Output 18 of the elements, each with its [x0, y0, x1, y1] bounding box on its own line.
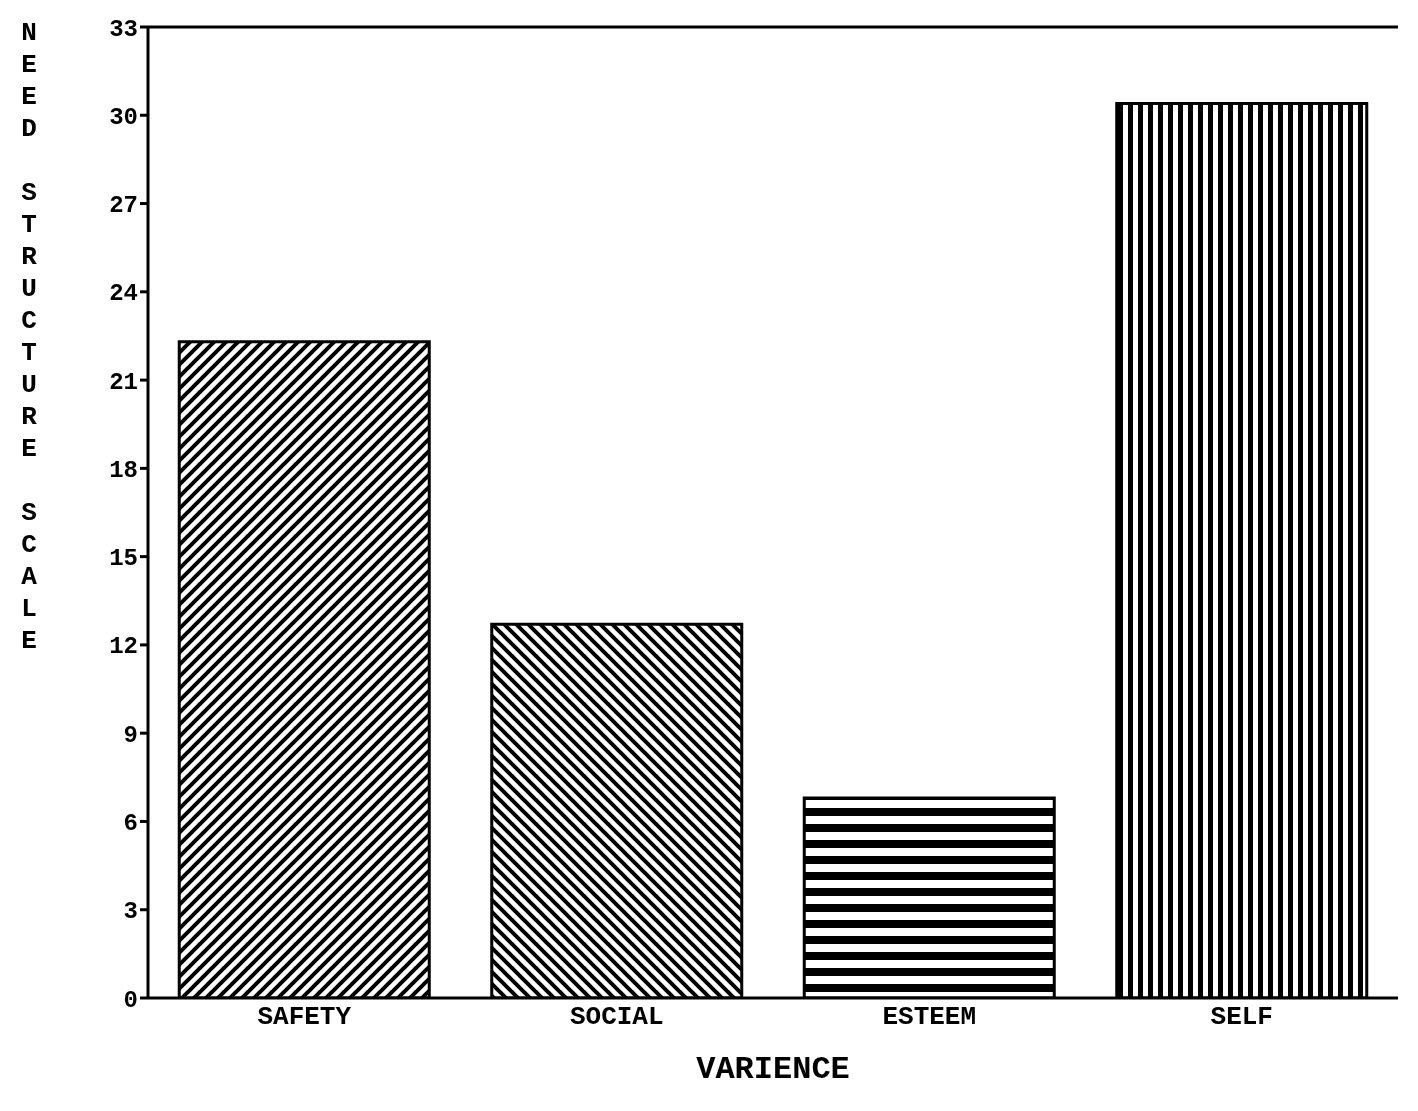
y-tick-label: 15 — [109, 545, 138, 573]
y-tick-label: 30 — [109, 103, 138, 131]
x-axis-title: VARIENCE — [696, 1051, 850, 1088]
y-tick-label: 21 — [109, 368, 138, 396]
y-tick-label: 3 — [123, 898, 138, 926]
x-tick-label: SELF — [1210, 1002, 1273, 1033]
y-tick-label: 18 — [109, 456, 138, 484]
y-tick-label: 27 — [109, 192, 138, 220]
y-tick-label: 6 — [123, 809, 138, 837]
y-tick-label: 24 — [109, 280, 138, 308]
x-tick-label: SOCIAL — [569, 1002, 664, 1033]
y-tick-label: 33 — [109, 15, 138, 43]
y-tick-label: 9 — [123, 721, 138, 749]
y-tick-label: 12 — [109, 633, 138, 661]
y-tick-label: 0 — [123, 986, 138, 1014]
x-tick-label: ESTEEM — [882, 1002, 977, 1033]
y-axis-title: NEED STRUCTURE SCALE — [14, 18, 44, 658]
x-tick-label: SAFETY — [257, 1002, 352, 1033]
